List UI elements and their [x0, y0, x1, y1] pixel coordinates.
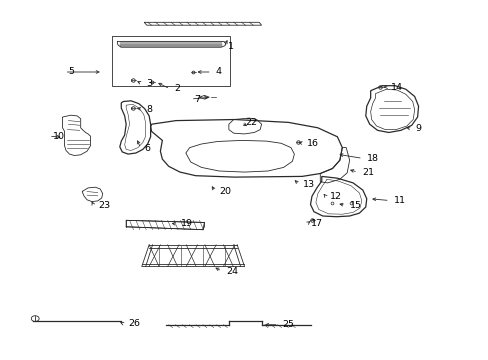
Text: 11: 11 [393, 196, 405, 205]
Text: 10: 10 [53, 132, 65, 140]
Text: 23: 23 [98, 202, 110, 210]
Text: 18: 18 [366, 154, 378, 163]
Text: 4: 4 [215, 68, 221, 77]
Text: 12: 12 [329, 192, 342, 201]
Text: 1: 1 [227, 42, 233, 51]
Text: 14: 14 [390, 83, 403, 91]
Text: 24: 24 [225, 266, 238, 276]
Text: 21: 21 [361, 167, 373, 176]
Text: 15: 15 [349, 201, 361, 210]
Text: 6: 6 [144, 144, 150, 153]
Text: 2: 2 [174, 85, 180, 94]
Text: 19: 19 [181, 219, 193, 228]
Text: 16: 16 [306, 139, 319, 148]
Text: 9: 9 [415, 124, 421, 133]
Text: 26: 26 [128, 320, 140, 328]
Text: 5: 5 [68, 68, 74, 77]
Text: 20: 20 [219, 187, 231, 196]
Text: 7: 7 [194, 94, 200, 104]
Text: 8: 8 [146, 104, 152, 114]
Text: 13: 13 [303, 180, 315, 189]
Text: 17: 17 [310, 219, 322, 228]
Text: 25: 25 [282, 320, 294, 329]
Text: 22: 22 [245, 118, 257, 127]
Text: 3: 3 [145, 79, 152, 88]
